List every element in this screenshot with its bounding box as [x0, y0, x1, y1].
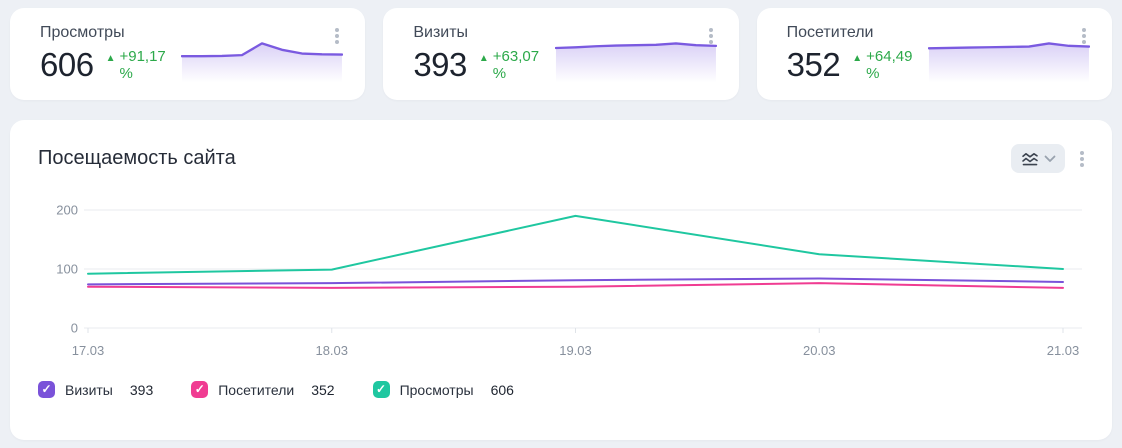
more-menu-icon[interactable]: [335, 34, 340, 38]
x-axis-tick-label: 17.03: [72, 343, 105, 358]
more-menu-icon[interactable]: [708, 34, 713, 38]
more-menu-icon[interactable]: [1080, 156, 1084, 161]
legend-label: Визиты: [65, 381, 113, 398]
legend-checkbox-icon[interactable]: ✓: [372, 381, 390, 398]
chevron-down-icon: [1044, 155, 1055, 162]
chart-type-button[interactable]: [1011, 144, 1065, 173]
sparkline: [928, 42, 1090, 83]
panel-header: Посещаемость сайта: [38, 144, 1084, 173]
legend-checkbox-icon[interactable]: ✓: [191, 381, 209, 398]
card-title: Просмотры: [40, 24, 125, 41]
legend-label: Посетители: [218, 381, 295, 398]
series-line-1: [87, 282, 1064, 289]
metric-cards-row: Просмотры 606 ▲ +91,17 % Визиты 393 ▲ +6…: [0, 0, 1122, 100]
legend-value: 393: [129, 381, 154, 398]
panel-title: Посещаемость сайта: [38, 147, 236, 169]
traffic-chart: 0 100 200 17.03 18.03 19.03 20.03 21.03: [56, 203, 1082, 358]
legend-item-2: ✓ Просмотры 606: [372, 381, 514, 398]
more-menu-icon[interactable]: [1081, 34, 1086, 38]
card-change: ▲ +91,17 %: [105, 48, 166, 82]
x-axis-tick-label: 21.03: [1047, 343, 1080, 358]
traffic-panel: Посещаемость сайта 0 100 200 17.03 18.03 19.0…: [10, 120, 1112, 440]
chart-legend: ✓ Визиты 393 ✓ Посетители 352 ✓ Просмотры 606: [38, 381, 1084, 398]
triangle-up-icon: ▲: [478, 53, 489, 64]
legend-item-0: ✓ Визиты 393: [38, 381, 153, 398]
card-value: 606: [40, 46, 94, 83]
card-title: Визиты: [413, 24, 469, 41]
card-change: ▲ +64,49 %: [852, 48, 913, 82]
card-title: Посетители: [786, 24, 874, 41]
y-axis-tick-label: 100: [56, 262, 78, 277]
card-visitors: Посетители 352 ▲ +64,49 %: [756, 8, 1112, 100]
card-views: Просмотры 606 ▲ +91,17 %: [10, 8, 366, 100]
legend-checkbox-icon[interactable]: ✓: [38, 381, 55, 398]
triangle-up-icon: ▲: [852, 53, 863, 64]
sparkline: [181, 42, 344, 83]
legend-value: 606: [490, 381, 514, 398]
legend-label: Просмотры: [399, 381, 474, 398]
legend-value: 352: [311, 381, 335, 398]
card-value: 393: [413, 46, 467, 83]
card-value: 352: [786, 46, 841, 83]
legend-item-1: ✓ Посетители 352: [191, 381, 335, 398]
card-change: ▲ +63,07 %: [478, 48, 540, 82]
y-axis-tick-label: 0: [71, 321, 78, 336]
x-axis-tick-label: 19.03: [559, 343, 592, 358]
line-chart-icon: [1021, 152, 1038, 165]
x-axis-tick-label: 20.03: [803, 343, 836, 358]
y-axis-tick-label: 200: [56, 203, 78, 218]
series-line-2: [87, 214, 1064, 275]
triangle-up-icon: ▲: [105, 53, 116, 64]
x-axis-tick-label: 18.03: [315, 343, 348, 358]
card-visits: Визиты 393 ▲ +63,07 %: [383, 8, 739, 100]
sparkline: [554, 42, 717, 83]
series-line-0: [87, 277, 1064, 286]
